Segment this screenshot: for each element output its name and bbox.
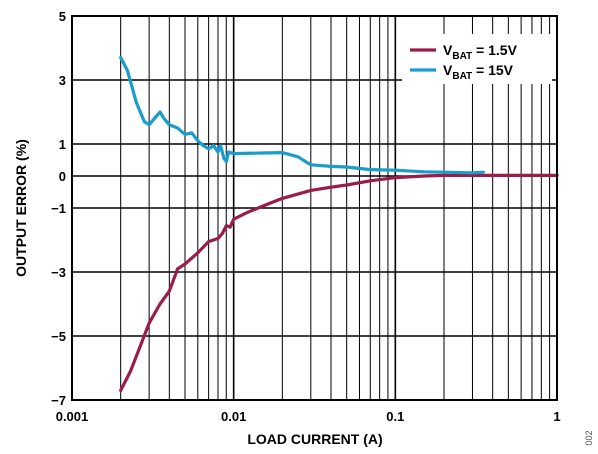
y-tick-label: 0 bbox=[59, 169, 66, 184]
series-layer bbox=[119, 55, 559, 392]
y-axis-label: OUTPUT ERROR (%) bbox=[13, 139, 29, 277]
y-tick-labels: 5 3 1 0 −1 −3 −5 −7 bbox=[51, 9, 66, 408]
y-tick-label: 3 bbox=[59, 73, 66, 88]
plot-border bbox=[71, 15, 558, 401]
legend-box bbox=[402, 34, 552, 84]
y-tick-label: −7 bbox=[51, 393, 66, 408]
series-line-2 bbox=[119, 55, 485, 175]
y-tick-label: −3 bbox=[51, 265, 66, 280]
x-tick-label: 0.1 bbox=[386, 409, 404, 424]
series-line-1 bbox=[119, 173, 559, 392]
figure-id: 002 bbox=[584, 430, 594, 445]
y-tick-label: −1 bbox=[51, 201, 66, 216]
y-tick-label: 5 bbox=[59, 9, 66, 24]
y-tick-label: −5 bbox=[51, 329, 66, 344]
legend-label-1: VBAT = 1.5V bbox=[443, 42, 518, 62]
plot-frame bbox=[71, 15, 558, 401]
x-tick-label: 1 bbox=[553, 409, 560, 424]
x-axis-label: LOAD CURRENT (A) bbox=[247, 431, 382, 447]
x-tick-label: 0.001 bbox=[56, 409, 89, 424]
y-tick-label: 1 bbox=[59, 137, 66, 152]
x-tick-label: 0.01 bbox=[221, 409, 246, 424]
x-tick-labels: 0.001 0.01 0.1 1 bbox=[56, 409, 561, 424]
legend-label-2: VBAT = 15V bbox=[443, 62, 514, 82]
